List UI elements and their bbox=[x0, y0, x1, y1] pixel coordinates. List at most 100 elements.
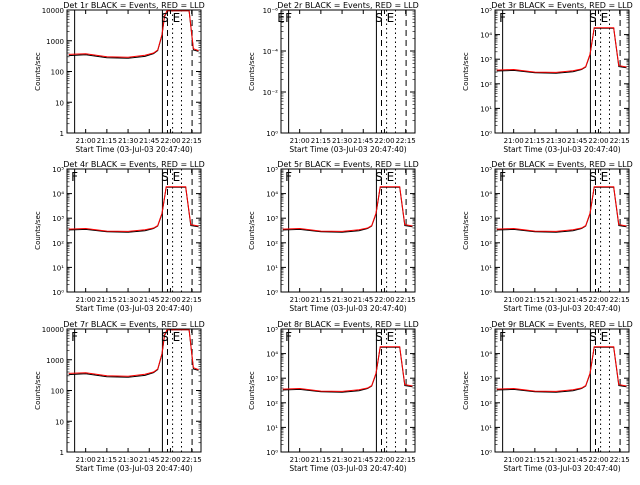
y-tick-label: 10³ bbox=[52, 215, 64, 223]
x-tick-label: 22:15 bbox=[396, 137, 416, 145]
x-tick-label: 21:15 bbox=[525, 137, 545, 145]
y-tick-label: 10⁴ bbox=[266, 191, 278, 199]
x-tick-label: 22:00 bbox=[588, 456, 608, 464]
x-tick-label: 21:45 bbox=[567, 137, 587, 145]
y-tick-label: 10³ bbox=[266, 375, 278, 383]
marker-label-s: S bbox=[161, 330, 169, 344]
y-tick-label: 10⁰ bbox=[266, 289, 278, 297]
x-tick-label: 21:45 bbox=[139, 456, 159, 464]
panel-title: Det 3r BLACK = Events, RED = LLD bbox=[491, 1, 633, 10]
plot-frame bbox=[280, 9, 416, 134]
x-tick-label: 21:45 bbox=[139, 296, 159, 304]
x-tick-label: 21:15 bbox=[311, 296, 331, 304]
y-tick-label: 10⁵ bbox=[480, 166, 492, 174]
y-tick-label: 10⁴ bbox=[480, 191, 492, 199]
panel-title: Det 4r BLACK = Events, RED = LLD bbox=[63, 160, 205, 169]
y-tick-label: 10⁴ bbox=[480, 351, 492, 359]
marker-label-f: F bbox=[285, 170, 292, 184]
y-axis-label: Counts/sec bbox=[248, 211, 256, 250]
marker-label-e: E bbox=[601, 11, 609, 25]
y-tick-label: 1 bbox=[60, 449, 64, 457]
x-tick-label: 21:15 bbox=[311, 456, 331, 464]
y-axis-label: Counts/sec bbox=[248, 52, 256, 91]
x-tick-label: 21:00 bbox=[76, 296, 96, 304]
marker-label-s: S bbox=[589, 170, 597, 184]
x-tick-label: 21:30 bbox=[118, 456, 138, 464]
events-series-line bbox=[282, 186, 413, 233]
x-axis-label: Start Time (03-Jul-03 20:47:40) bbox=[289, 304, 406, 313]
x-tick-label: 21:30 bbox=[332, 137, 352, 145]
y-tick-label: 10⁵ bbox=[266, 166, 278, 174]
x-tick-label: 21:45 bbox=[567, 456, 587, 464]
x-tick-label: 22:15 bbox=[610, 137, 630, 145]
y-tick-label: 10³ bbox=[266, 215, 278, 223]
y-tick-label: 10² bbox=[52, 240, 64, 248]
marker-label-e: E bbox=[601, 170, 609, 184]
panel-title: Det 1r BLACK = Events, RED = LLD bbox=[63, 1, 205, 10]
y-tick-label: 10¹ bbox=[266, 424, 278, 432]
marker-label-s: S bbox=[589, 330, 597, 344]
panel-title: Det 8r BLACK = Events, RED = LLD bbox=[277, 320, 419, 329]
lld-series-line bbox=[282, 186, 413, 232]
plot-frame bbox=[494, 9, 630, 134]
y-tick-label: 10 bbox=[55, 418, 64, 426]
marker-label-e: E bbox=[387, 170, 395, 184]
x-tick-label: 22:00 bbox=[374, 296, 394, 304]
panel-title: Det 6r BLACK = Events, RED = LLD bbox=[491, 160, 633, 169]
y-tick-label: 10⁵ bbox=[480, 326, 492, 334]
y-tick-label: 10⁴ bbox=[266, 351, 278, 359]
plot-frame bbox=[66, 9, 202, 134]
panel-title: Det 9r BLACK = Events, RED = LLD bbox=[491, 320, 633, 329]
y-tick-label: 10⁰ bbox=[480, 130, 492, 138]
x-axis-label: Start Time (03-Jul-03 20:47:40) bbox=[75, 304, 192, 313]
marker-label-e: E bbox=[601, 330, 609, 344]
x-tick-label: 22:15 bbox=[610, 456, 630, 464]
x-axis-label: Start Time (03-Jul-03 20:47:40) bbox=[503, 464, 620, 473]
marker-label-e: E bbox=[173, 170, 181, 184]
marker-label-e: E bbox=[387, 330, 395, 344]
x-tick-label: 21:00 bbox=[504, 296, 524, 304]
y-tick-label: 10¹ bbox=[266, 264, 278, 272]
x-axis-label: Start Time (03-Jul-03 20:47:40) bbox=[289, 464, 406, 473]
x-tick-label: 22:15 bbox=[182, 296, 202, 304]
marker-label-s: S bbox=[161, 170, 169, 184]
x-tick-label: 21:30 bbox=[546, 456, 566, 464]
panel-title: Det 2r BLACK = Events, RED = LLD bbox=[277, 1, 419, 10]
x-tick-label: 22:00 bbox=[160, 456, 180, 464]
y-tick-label: 10⁴ bbox=[52, 191, 64, 199]
x-tick-label: 21:45 bbox=[139, 137, 159, 145]
marker-label-f: F bbox=[499, 11, 506, 25]
lld-series-line bbox=[68, 186, 199, 232]
x-tick-label: 21:15 bbox=[525, 296, 545, 304]
y-tick-label: 10¹ bbox=[480, 424, 492, 432]
y-tick-label: 10³ bbox=[480, 56, 492, 64]
x-tick-label: 21:00 bbox=[76, 137, 96, 145]
x-tick-label: 21:15 bbox=[97, 456, 117, 464]
y-tick-label: 10⁵ bbox=[52, 166, 64, 174]
x-tick-label: 22:00 bbox=[160, 137, 180, 145]
y-tick-label: 10⁻⁴ bbox=[263, 48, 279, 56]
y-tick-label: 10² bbox=[480, 81, 492, 89]
panel-title: Det 5r BLACK = Events, RED = LLD bbox=[277, 160, 419, 169]
x-tick-label: 21:00 bbox=[290, 456, 310, 464]
x-tick-label: 21:00 bbox=[290, 296, 310, 304]
y-axis-label: Counts/sec bbox=[462, 211, 470, 250]
x-tick-label: 22:15 bbox=[610, 296, 630, 304]
events-series-line bbox=[496, 346, 627, 393]
marker-label-s: S bbox=[375, 330, 383, 344]
marker-label-f: F bbox=[285, 330, 292, 344]
x-tick-label: 21:30 bbox=[546, 296, 566, 304]
y-tick-label: 10⁻⁶ bbox=[263, 7, 279, 15]
y-tick-label: 1000 bbox=[46, 357, 64, 365]
plot-frame bbox=[280, 328, 416, 453]
y-tick-label: 10² bbox=[266, 400, 278, 408]
x-tick-label: 21:00 bbox=[504, 456, 524, 464]
y-tick-label: 10¹ bbox=[480, 264, 492, 272]
x-tick-label: 21:15 bbox=[97, 296, 117, 304]
x-tick-label: 21:45 bbox=[353, 296, 373, 304]
marker-label-s: S bbox=[375, 170, 383, 184]
